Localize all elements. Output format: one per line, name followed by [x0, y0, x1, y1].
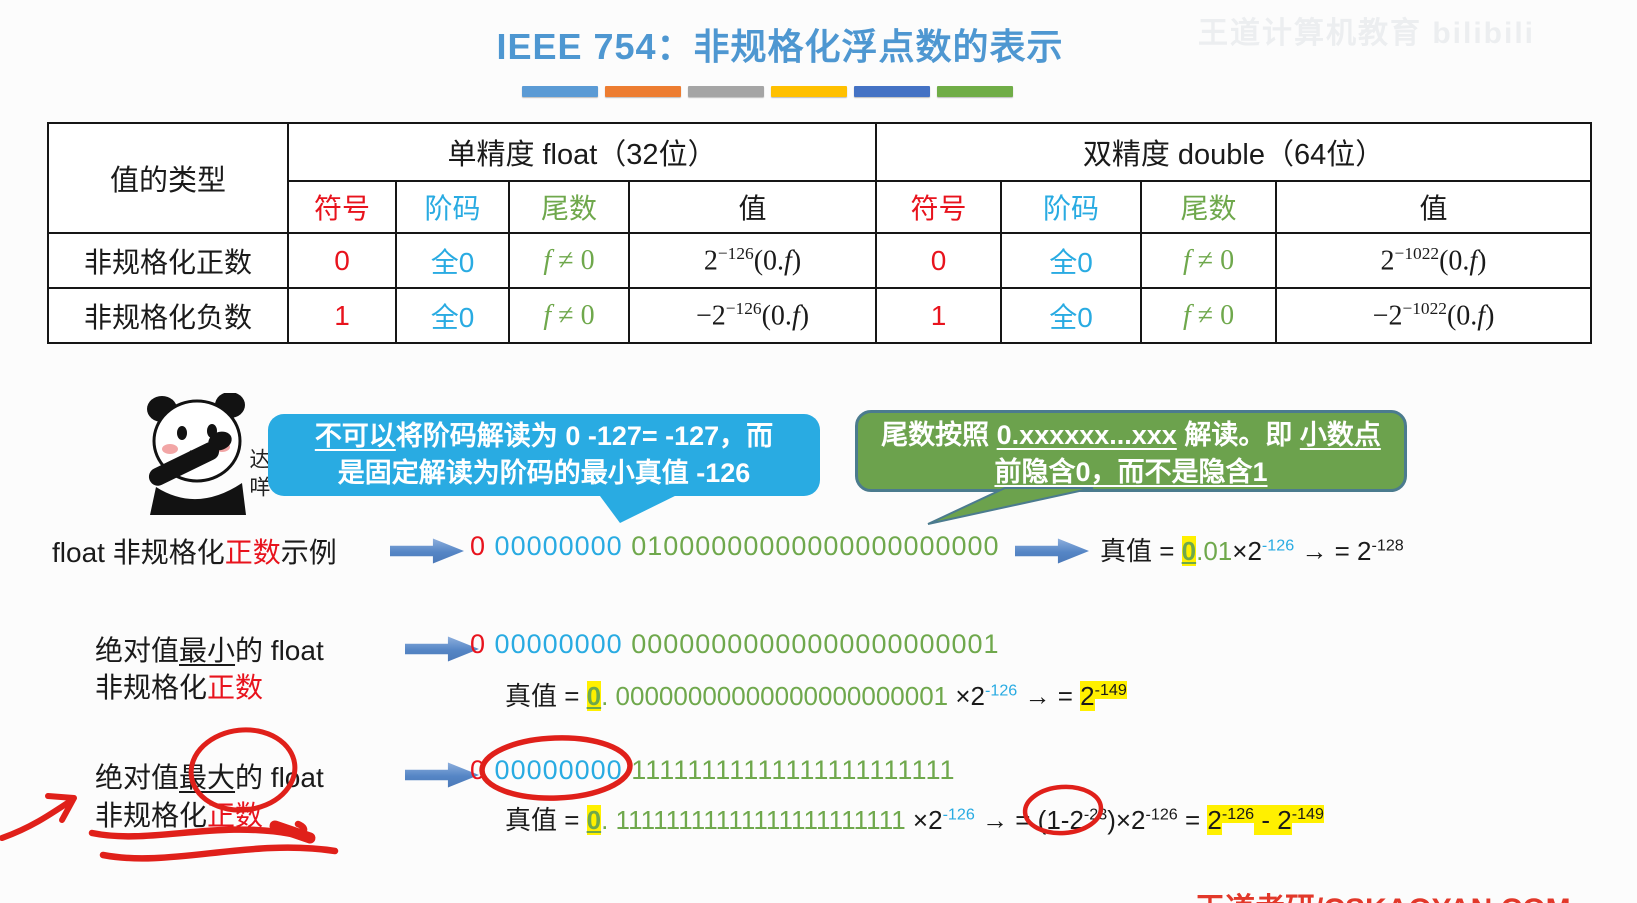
example3-true-value: 真值 = 0. 11111111111111111111111 ×2-126 →… — [505, 805, 1324, 835]
example1-binary: 0 00000000 01000000000000000000000 — [470, 531, 1000, 561]
example3-binary: 0 00000000 11111111111111111111111 — [470, 755, 956, 785]
subheader-float-mantissa: 尾数 — [508, 180, 630, 234]
row-label-positive: 非规格化正数 — [47, 232, 289, 289]
watermark-cskaoyan: 王道考研/CSKAOYAN.COM — [1195, 884, 1571, 903]
bubble-line: 是固定解读为阶码的最小真值 -126 — [337, 458, 751, 488]
wavy-underline-2 — [99, 844, 339, 862]
subheader-double-sign: 符号 — [875, 180, 1003, 234]
panda-caption: 达咩 — [247, 448, 270, 504]
cell-f-sign: 0 — [287, 232, 397, 289]
bubble-line: 前隐含0，而不是隐含1 — [994, 457, 1268, 487]
cell-d-sign: 0 — [875, 232, 1003, 289]
right-arrow-icon — [405, 762, 479, 788]
exponent-note-bubble: 不可以将阶码解读为 0 -127= -127，而 是固定解读为阶码的最小真值 -… — [268, 414, 820, 496]
cell-f-man: f ≠ 0 — [508, 287, 630, 344]
example1-true-value: 真值 = 0.01×2-126 → = 2-128 — [1100, 536, 1404, 566]
cell-d-val: 2−1022(0.f) — [1275, 232, 1593, 289]
example3-label-line2: 非规格化正数 — [95, 800, 264, 831]
cell-f-val: −2−126(0.f) — [627, 287, 878, 344]
col-header-double: 双精度 double（64位） — [875, 122, 1593, 182]
hand-arrow-shaft — [0, 797, 75, 841]
cell-d-exp: 全0 — [1000, 287, 1143, 344]
watermark-bilibili: 王道计算机教育 bilibili — [1198, 17, 1535, 50]
bubble-line: 不可以将阶码解读为 0 -127= -127，而 — [314, 421, 774, 451]
cell-d-val: −2−1022(0.f) — [1275, 287, 1593, 344]
panda-meme-icon — [147, 393, 246, 515]
cell-d-man: f ≠ 0 — [1140, 232, 1278, 289]
right-arrow-icon — [390, 538, 464, 564]
ieee754-table: 值的类型 单精度 float（32位） 双精度 double（64位） 符号 阶… — [47, 122, 1593, 344]
cell-d-exp: 全0 — [1000, 232, 1143, 289]
example1-label: float 非规格化正数示例 — [52, 537, 337, 568]
col-header-value-type: 值的类型 — [47, 122, 289, 234]
cell-f-exp: 全0 — [395, 232, 510, 289]
right-arrow-icon — [1015, 538, 1089, 564]
table-row: 非规格化正数 0 全0 f ≠ 0 2−126(0.f) 0 全0 f ≠ 0 … — [47, 232, 1593, 289]
hand-arrow-head — [45, 793, 77, 823]
subheader-double-value: 值 — [1275, 180, 1593, 234]
cell-f-sign: 1 — [287, 287, 397, 344]
row-label-negative: 非规格化负数 — [47, 287, 289, 344]
cell-f-man: f ≠ 0 — [508, 232, 630, 289]
subheader-float-exponent: 阶码 — [395, 180, 510, 234]
subheader-float-sign: 符号 — [287, 180, 397, 234]
col-header-float: 单精度 float（32位） — [286, 122, 878, 182]
bubble-line: 尾数按照 0.xxxxxx...xxx 解读。即 小数点 — [881, 420, 1381, 450]
subheader-float-value: 值 — [627, 180, 878, 234]
page-title: IEEE 754：非规格化浮点数的表示 — [496, 26, 1064, 67]
example2-label-line1: 绝对值最小的 float — [95, 635, 324, 666]
mantissa-note-bubble: 尾数按照 0.xxxxxx...xxx 解读。即 小数点 前隐含0，而不是隐含1 — [855, 410, 1407, 492]
accent-bars — [522, 84, 1020, 102]
example2-label-line2: 非规格化正数 — [95, 672, 264, 703]
example2-true-value: 真值 = 0. 00000000000000000000001 ×2-126 →… — [505, 681, 1127, 711]
cell-d-sign: 1 — [875, 287, 1003, 344]
example2-binary: 0 00000000 00000000000000000000001 — [470, 629, 1000, 659]
cell-f-exp: 全0 — [395, 287, 510, 344]
wavy-underline-blob — [269, 820, 316, 844]
right-arrow-icon — [405, 636, 479, 662]
subheader-double-mantissa: 尾数 — [1140, 180, 1278, 234]
cell-f-val: 2−126(0.f) — [627, 232, 878, 289]
table-row: 非规格化负数 1 全0 f ≠ 0 −2−126(0.f) 1 全0 f ≠ 0… — [47, 287, 1593, 344]
subheader-double-exponent: 阶码 — [1000, 180, 1143, 234]
example3-label-line1: 绝对值最大的 float — [95, 762, 324, 793]
cell-d-man: f ≠ 0 — [1140, 287, 1278, 344]
